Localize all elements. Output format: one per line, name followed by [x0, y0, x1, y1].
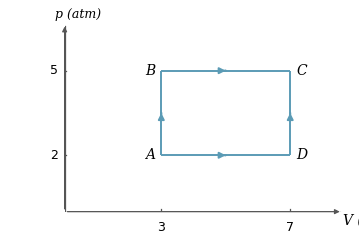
Text: 2: 2 — [50, 149, 57, 162]
Text: 5: 5 — [50, 64, 57, 77]
Text: D: D — [296, 148, 307, 162]
Text: B: B — [145, 64, 155, 78]
Text: C: C — [296, 64, 307, 78]
Text: A: A — [145, 148, 155, 162]
Text: p (atm): p (atm) — [55, 8, 101, 21]
Text: V (L): V (L) — [343, 214, 359, 228]
Text: 7: 7 — [286, 221, 294, 234]
Text: 3: 3 — [157, 221, 165, 234]
